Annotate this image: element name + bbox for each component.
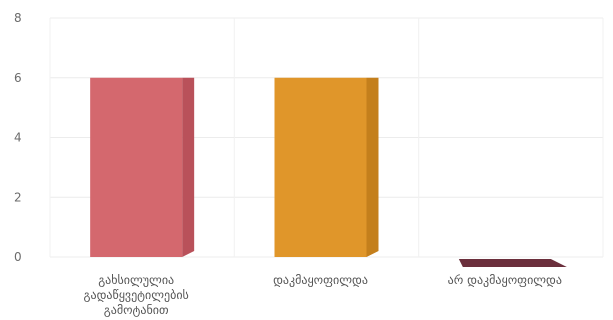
y-tick-label: 0 (14, 250, 22, 264)
bar-side (182, 77, 195, 257)
y-tick-label: 4 (14, 131, 22, 145)
bar (274, 77, 367, 257)
bar (90, 77, 183, 257)
bar-side (366, 77, 379, 257)
y-tick-label: 8 (14, 11, 22, 25)
x-category-label: გამოტანით (104, 303, 169, 317)
y-tick-label: 6 (14, 71, 22, 85)
x-category-label: დაკმაყოფილდა (273, 273, 368, 287)
x-category-label: გახსილულია (98, 273, 174, 287)
x-category-label: გადაწყვეტილების (84, 288, 189, 302)
bar (458, 259, 567, 267)
y-tick-label: 2 (14, 190, 22, 204)
x-category-label: არ დაკმაყოფილდა (448, 273, 562, 287)
